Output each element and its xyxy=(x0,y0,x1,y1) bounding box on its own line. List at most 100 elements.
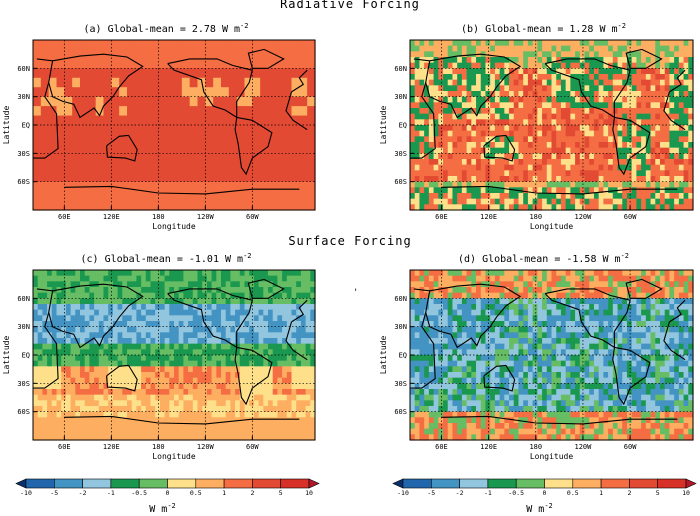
heatmap-cell xyxy=(683,136,689,143)
heatmap-cell xyxy=(617,292,623,299)
heatmap-cell xyxy=(136,326,142,333)
heatmap-cell xyxy=(112,343,119,350)
heatmap-cell xyxy=(650,315,656,322)
heatmap-cell xyxy=(174,326,180,333)
heatmap-cell xyxy=(537,159,543,166)
heatmap-cell xyxy=(513,45,520,52)
heatmap-cell xyxy=(612,130,619,137)
heatmap-cell xyxy=(244,417,250,424)
heatmap-cell xyxy=(211,343,217,350)
heatmap-cell xyxy=(103,315,109,322)
heatmap-cell xyxy=(122,355,128,362)
heatmap-cell xyxy=(197,411,203,418)
heatmap-cell xyxy=(47,343,53,350)
heatmap-cell xyxy=(428,281,435,288)
heatmap-cell xyxy=(537,119,543,126)
heatmap-cell xyxy=(424,176,430,183)
heatmap-cell xyxy=(150,338,156,345)
heatmap-cell xyxy=(282,417,288,424)
heatmap-cell xyxy=(579,198,586,205)
heatmap-cell xyxy=(636,181,642,188)
heatmap-cell xyxy=(253,315,260,322)
heatmap-cell xyxy=(299,58,308,69)
heatmap-cell xyxy=(117,423,123,430)
heatmap-cell xyxy=(108,423,114,430)
heatmap-cell xyxy=(688,270,694,277)
heatmap-cell xyxy=(310,349,316,356)
heatmap-cell xyxy=(300,349,307,356)
heatmap-cell xyxy=(239,423,246,430)
heatmap-cell xyxy=(565,102,571,109)
heatmap-cell xyxy=(117,383,123,390)
heatmap-cell xyxy=(239,309,246,316)
heatmap-cell xyxy=(98,349,105,356)
heatmap-cell xyxy=(617,321,623,328)
heatmap-cell xyxy=(291,411,297,418)
heatmap-cell xyxy=(98,383,105,390)
heatmap-cell xyxy=(438,164,444,171)
heatmap-cell xyxy=(48,77,58,88)
heatmap-cell xyxy=(513,176,520,183)
heatmap-cell xyxy=(664,79,671,86)
heatmap-cell xyxy=(428,45,435,52)
heatmap-cell xyxy=(659,79,666,86)
heatmap-cell xyxy=(108,400,114,407)
heatmap-cell xyxy=(197,87,206,98)
heatmap-cell xyxy=(622,204,628,211)
heatmap-cell xyxy=(70,292,76,299)
heatmap-cell xyxy=(504,119,510,126)
heatmap-cell xyxy=(669,125,675,132)
heatmap-cell xyxy=(65,343,72,350)
heatmap-cell xyxy=(443,62,449,69)
heatmap-cell xyxy=(221,394,227,401)
heatmap-cell xyxy=(476,147,482,154)
heatmap-cell xyxy=(447,102,454,109)
heatmap-cell xyxy=(211,298,217,305)
heatmap-cell xyxy=(527,287,534,294)
heatmap-cell xyxy=(268,87,277,98)
heatmap-cell xyxy=(527,74,534,81)
heatmap-cell xyxy=(150,68,159,79)
heatmap-cell xyxy=(565,91,571,98)
heatmap-cell xyxy=(636,45,642,52)
heatmap-cell xyxy=(669,40,675,47)
heatmap-cell xyxy=(542,62,548,69)
heatmap-cell xyxy=(291,400,297,407)
coastline xyxy=(483,134,516,162)
heatmap-cell xyxy=(65,298,72,305)
heatmap-cell xyxy=(523,130,529,137)
heatmap-cell xyxy=(33,343,39,350)
heatmap-cell xyxy=(127,315,133,322)
heatmap-cell xyxy=(443,96,449,103)
heatmap-cell xyxy=(485,292,491,299)
heatmap-cell xyxy=(410,45,416,52)
heatmap-cell xyxy=(300,366,307,373)
heatmap-cell xyxy=(556,113,562,120)
heatmap-cell xyxy=(211,292,217,299)
heatmap-cell xyxy=(414,304,421,311)
heatmap-cell xyxy=(410,159,416,166)
heatmap-cell xyxy=(249,428,255,435)
heatmap-cell xyxy=(575,153,581,160)
heatmap-cell xyxy=(159,400,166,407)
heatmap-cell xyxy=(537,170,543,177)
heatmap-cell xyxy=(669,309,675,316)
heatmap-cell xyxy=(674,142,680,149)
heatmap-cell xyxy=(575,315,581,322)
heatmap-cell xyxy=(560,309,567,316)
heatmap-cell xyxy=(603,96,609,103)
heatmap-cell xyxy=(155,315,161,322)
heatmap-cell xyxy=(532,181,538,188)
heatmap-cell xyxy=(466,45,472,52)
heatmap-cell xyxy=(579,159,586,166)
y-tick-label: 60N xyxy=(394,65,407,73)
heatmap-cell xyxy=(221,389,227,396)
heatmap-cell xyxy=(252,172,261,183)
heatmap-cell xyxy=(678,292,685,299)
heatmap-cell xyxy=(61,423,67,430)
heatmap-cell xyxy=(575,40,581,47)
heatmap-cell xyxy=(282,377,288,384)
heatmap-cell xyxy=(494,298,501,305)
heatmap-cell xyxy=(119,49,128,60)
heatmap-cell xyxy=(117,428,123,435)
